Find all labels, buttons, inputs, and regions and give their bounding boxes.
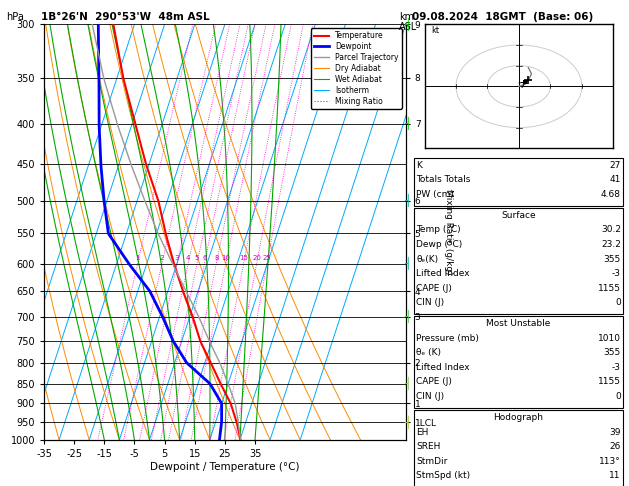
Text: 39: 39: [610, 428, 621, 436]
Text: StmDir: StmDir: [416, 457, 448, 466]
Text: 10: 10: [221, 256, 230, 261]
Text: CIN (J): CIN (J): [416, 392, 445, 401]
Text: Most Unstable: Most Unstable: [486, 319, 551, 328]
Text: 30.2: 30.2: [601, 226, 621, 234]
Text: ┤: ┤: [404, 310, 411, 323]
Text: km: km: [399, 12, 415, 22]
Text: 3: 3: [175, 256, 179, 261]
Text: hPa: hPa: [6, 12, 24, 22]
Text: -3: -3: [612, 363, 621, 372]
Text: 355: 355: [604, 348, 621, 357]
Text: ┤: ┤: [404, 18, 411, 31]
Text: SREH: SREH: [416, 442, 441, 451]
Text: Surface: Surface: [501, 211, 536, 220]
Text: 1B°26'N  290°53'W  48m ASL: 1B°26'N 290°53'W 48m ASL: [41, 12, 209, 22]
Text: ┤: ┤: [404, 257, 411, 270]
Text: θₑ (K): θₑ (K): [416, 348, 442, 357]
Text: EH: EH: [416, 428, 429, 436]
Text: 4.68: 4.68: [601, 190, 621, 199]
Text: Dewp (°C): Dewp (°C): [416, 240, 463, 249]
Text: CAPE (J): CAPE (J): [416, 378, 452, 386]
Text: θₑ(K): θₑ(K): [416, 255, 438, 263]
Text: -3: -3: [612, 269, 621, 278]
Text: Totals Totals: Totals Totals: [416, 175, 470, 184]
Text: 27: 27: [610, 161, 621, 170]
Text: K: K: [416, 161, 422, 170]
Text: Pressure (mb): Pressure (mb): [416, 334, 479, 343]
Text: 5: 5: [195, 256, 199, 261]
Text: 2: 2: [160, 256, 164, 261]
Text: 1: 1: [135, 256, 140, 261]
Text: 8: 8: [214, 256, 219, 261]
Text: StmSpd (kt): StmSpd (kt): [416, 471, 470, 480]
Text: CIN (J): CIN (J): [416, 298, 445, 307]
Y-axis label: Mixing Ratio (g/kg): Mixing Ratio (g/kg): [445, 189, 454, 275]
Text: 4: 4: [186, 256, 191, 261]
Text: ┤: ┤: [404, 194, 411, 207]
Text: 113°: 113°: [599, 457, 621, 466]
Text: 355: 355: [604, 255, 621, 263]
Text: 26: 26: [610, 442, 621, 451]
Legend: Temperature, Dewpoint, Parcel Trajectory, Dry Adiabat, Wet Adiabat, Isotherm, Mi: Temperature, Dewpoint, Parcel Trajectory…: [311, 28, 402, 109]
Text: 0: 0: [615, 392, 621, 401]
Text: kt: kt: [431, 26, 439, 35]
Text: Temp (°C): Temp (°C): [416, 226, 461, 234]
Text: 23.2: 23.2: [601, 240, 621, 249]
Text: CAPE (J): CAPE (J): [416, 284, 452, 293]
Text: 15: 15: [239, 256, 248, 261]
Text: 41: 41: [610, 175, 621, 184]
Text: 09.08.2024  18GMT  (Base: 06): 09.08.2024 18GMT (Base: 06): [412, 12, 593, 22]
Text: 25: 25: [262, 256, 271, 261]
Text: 1155: 1155: [598, 378, 621, 386]
Text: 1155: 1155: [598, 284, 621, 293]
Text: ASL: ASL: [399, 22, 418, 32]
Text: ┤: ┤: [404, 117, 411, 130]
Text: 1010: 1010: [598, 334, 621, 343]
X-axis label: Dewpoint / Temperature (°C): Dewpoint / Temperature (°C): [150, 462, 299, 471]
Text: 11: 11: [610, 471, 621, 480]
Text: 6: 6: [202, 256, 207, 261]
Text: Hodograph: Hodograph: [494, 413, 543, 422]
Text: 20: 20: [252, 256, 261, 261]
Text: ┤: ┤: [404, 377, 411, 390]
Text: 0: 0: [615, 298, 621, 307]
Text: ┤: ┤: [404, 416, 411, 429]
Text: Lifted Index: Lifted Index: [416, 269, 470, 278]
Text: PW (cm): PW (cm): [416, 190, 454, 199]
Text: Lifted Index: Lifted Index: [416, 363, 470, 372]
